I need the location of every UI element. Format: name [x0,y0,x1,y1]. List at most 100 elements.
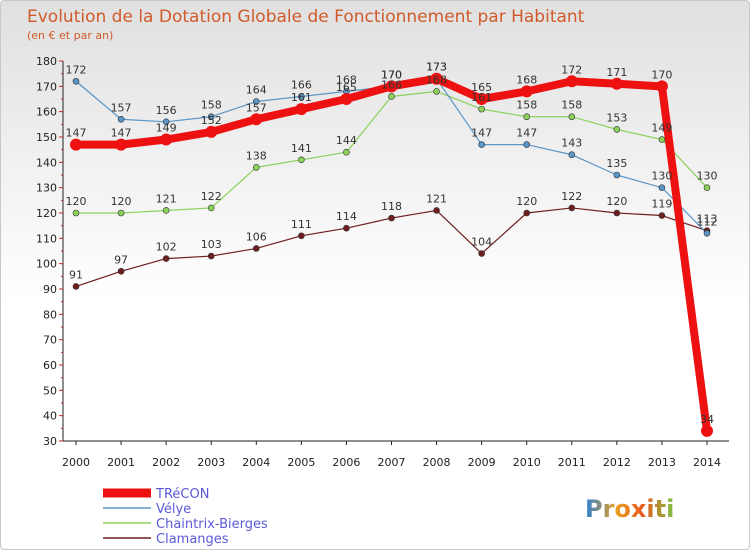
data-label: 153 [606,111,627,124]
y-tick-label: 50 [43,384,57,397]
x-tick-label: 2002 [152,456,180,469]
data-point [523,209,531,217]
data-point [343,224,350,232]
x-tick-label: 2010 [513,456,541,469]
data-point [388,214,395,222]
data-point [475,93,488,105]
data-point [295,103,308,116]
data-label: 102 [156,241,177,254]
data-labels: 91 97 102 103 106 111 114 118 121 104 120 122 120 119… [66,61,718,426]
data-point [162,207,170,214]
data-point [298,93,305,100]
data-point [162,118,170,126]
data-label: 147 [516,127,537,140]
data-label: 158 [561,99,582,112]
data-label: 120 [66,195,87,208]
data-point [117,267,125,275]
x-tick-label: 2004 [242,456,270,469]
data-point [70,138,82,151]
data-label: 121 [156,192,177,205]
data-label: 121 [426,192,447,205]
data-label: 170 [381,68,402,81]
data-point [252,164,260,171]
chart-title: Evolution de la Dotation Globale de Fonc… [27,7,585,27]
data-point [655,80,668,93]
data-label: 165 [471,81,492,94]
data-label: 130 [697,170,718,183]
data-label: 149 [156,122,177,135]
data-label: 158 [516,99,537,112]
data-label: 120 [606,195,627,208]
data-label: 149 [651,122,672,135]
data-point [478,250,485,257]
data-label: 147 [471,127,492,140]
data-point [433,88,440,95]
data-point [252,245,260,252]
data-point [117,115,125,123]
y-tick-label: 60 [43,359,57,372]
y-tick-label: 70 [43,334,57,347]
data-label: 168 [336,73,357,86]
data-label: 164 [246,84,267,97]
data-label: 166 [291,78,312,91]
legend-label: Chaintrix-Bierges [156,517,268,532]
data-label: 168 [426,73,447,86]
data-label: 135 [606,157,627,170]
data-point [72,77,80,85]
data-label: 170 [381,68,402,81]
x-tick-label: 2005 [287,456,315,469]
data-point [117,209,125,217]
data-label: 161 [471,91,492,104]
data-point [613,209,621,217]
data-label: 172 [561,63,582,76]
y-tick-label: 170 [36,80,57,93]
data-label: 157 [111,101,132,114]
data-label: 144 [336,134,357,147]
y-tick-label: 130 [36,182,57,195]
data-point [115,138,128,151]
y-tick-label: 30 [43,435,57,448]
data-point [703,184,711,191]
data-point [701,424,713,437]
data-label: 119 [651,198,672,211]
x-tick-label: 2011 [558,456,586,469]
x-tick-label: 2008 [423,456,451,469]
data-point [523,141,531,148]
data-point [478,105,485,113]
data-point [298,156,305,164]
data-label: 166 [381,78,402,91]
x-tick-label: 2001 [107,456,135,469]
data-label: 156 [156,104,177,117]
legend-label: Clamanges [156,532,229,547]
data-point [72,209,80,217]
data-point [340,93,353,105]
data-label: 122 [561,190,582,203]
y-tick-label: 80 [43,308,57,321]
data-point [523,113,531,121]
y-tick-label: 100 [36,258,57,271]
data-label: 172 [66,63,87,76]
data-point [72,283,80,290]
x-tick-label: 2013 [648,456,676,469]
data-label: 173 [426,61,447,74]
data-point [568,204,576,212]
data-label: 111 [291,218,312,231]
data-point [205,125,218,138]
data-label: 97 [114,253,128,266]
data-label: 147 [66,127,87,140]
data-point [207,252,215,260]
data-label: 171 [606,66,627,79]
data-point [613,171,621,179]
series-points [70,72,713,437]
data-label: 173 [426,61,447,74]
data-point [613,126,621,133]
data-point [207,204,215,212]
data-point [658,136,666,143]
axes: 30 40 50 60 70 80 90 100 110 120 130 140 150 160 170 18… [36,55,729,469]
data-label: 103 [201,238,222,251]
data-label: 152 [201,114,222,127]
data-point [520,85,533,98]
